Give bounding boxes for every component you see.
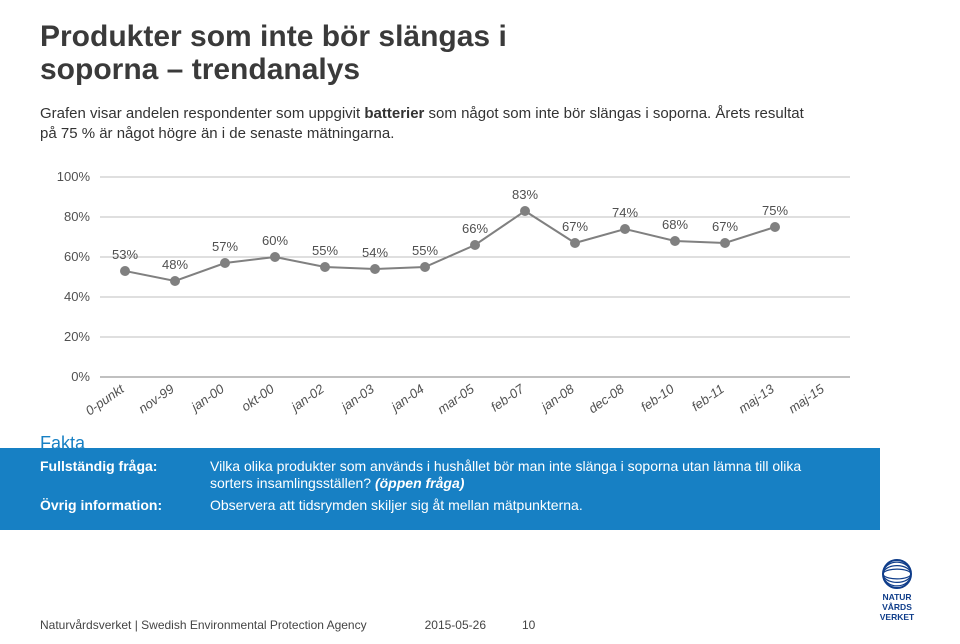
svg-text:68%: 68% (662, 217, 688, 232)
svg-text:feb-10: feb-10 (638, 380, 677, 414)
footer-page: 10 (522, 618, 535, 632)
svg-text:0%: 0% (71, 369, 90, 384)
svg-text:maj-15: maj-15 (786, 380, 828, 416)
footer: Naturvårdsverket | Swedish Environmental… (40, 618, 535, 632)
svg-text:jan-04: jan-04 (387, 381, 427, 415)
svg-text:80%: 80% (64, 209, 90, 224)
svg-text:55%: 55% (412, 243, 438, 258)
svg-text:75%: 75% (762, 203, 788, 218)
svg-text:67%: 67% (562, 219, 588, 234)
fakta-row2-text: Observera att tidsrymden skiljer sig åt … (210, 497, 840, 515)
footer-org: Naturvårdsverket | Swedish Environmental… (40, 618, 367, 632)
svg-text:54%: 54% (362, 245, 388, 260)
svg-text:jan-08: jan-08 (537, 380, 577, 415)
svg-text:jan-00: jan-00 (187, 380, 227, 415)
svg-text:okt-00: okt-00 (239, 380, 278, 413)
svg-text:74%: 74% (612, 205, 638, 220)
svg-text:67%: 67% (712, 219, 738, 234)
title-line-2: soporna – trendanalys (40, 53, 360, 86)
page-title: Produkter som inte bör slängas i soporna… (40, 20, 920, 86)
fakta-row2-label: Övrig information: (40, 497, 210, 515)
svg-text:dec-08: dec-08 (586, 380, 628, 416)
svg-text:feb-11: feb-11 (689, 381, 727, 414)
svg-text:VÅRDS: VÅRDS (882, 602, 912, 612)
svg-text:100%: 100% (57, 169, 91, 184)
line-chart: 0% 20% 40% 60% 80% 100% 0-punktnov-99 jan-00 okt… (40, 167, 860, 427)
fakta-row1-label: Fullständig fråga: (40, 458, 210, 493)
svg-text:nov-99: nov-99 (136, 381, 177, 416)
title-line-1: Produkter som inte bör slängas i (40, 20, 507, 53)
description: Grafen visar andelen respondenter som up… (40, 104, 820, 145)
naturvardsverket-logo: NATURVÅRDSVERKET (862, 558, 932, 622)
svg-text:jan-02: jan-02 (287, 380, 327, 415)
svg-text:mar-05: mar-05 (435, 380, 478, 416)
svg-text:NATUR: NATUR (882, 592, 911, 602)
svg-text:83%: 83% (512, 187, 538, 202)
svg-text:53%: 53% (112, 247, 138, 262)
chart-container: 0% 20% 40% 60% 80% 100% 0-punktnov-99 jan-00 okt… (40, 167, 860, 427)
svg-text:66%: 66% (462, 221, 488, 236)
svg-text:55%: 55% (312, 243, 338, 258)
svg-text:48%: 48% (162, 257, 188, 272)
svg-text:maj-13: maj-13 (736, 380, 778, 416)
svg-text:VERKET: VERKET (880, 612, 915, 622)
svg-text:60%: 60% (262, 233, 288, 248)
fakta-box: Fullständig fråga: Vilka olika produkter… (0, 448, 880, 531)
svg-text:40%: 40% (64, 289, 90, 304)
description-bold: batterier (364, 105, 424, 122)
svg-text:20%: 20% (64, 329, 90, 344)
svg-text:60%: 60% (64, 249, 90, 264)
svg-text:57%: 57% (212, 239, 238, 254)
svg-text:jan-03: jan-03 (337, 380, 377, 415)
svg-text:0-punkt: 0-punkt (83, 380, 128, 418)
footer-date: 2015-05-26 (425, 618, 486, 632)
svg-text:feb-07: feb-07 (488, 380, 527, 414)
fakta-row1-text: Vilka olika produkter som används i hush… (210, 458, 840, 493)
